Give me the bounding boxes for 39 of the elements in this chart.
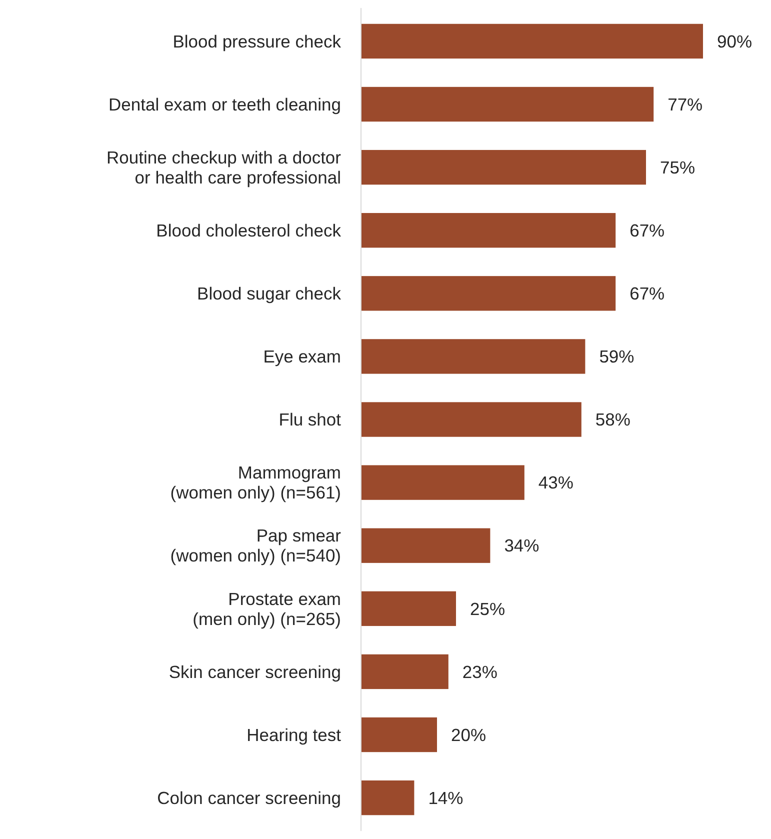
bar <box>361 276 616 311</box>
data-label: 77% <box>668 94 703 114</box>
bar <box>361 591 456 626</box>
y-tick-label: Blood cholesterol check <box>156 220 342 240</box>
bar <box>361 465 524 500</box>
data-label: 23% <box>462 662 498 682</box>
bar <box>361 213 616 248</box>
bar <box>361 654 448 690</box>
bar <box>361 24 703 59</box>
data-label: 34% <box>504 536 540 556</box>
data-label: 75% <box>660 157 696 178</box>
bar <box>361 150 646 185</box>
bar <box>361 339 586 374</box>
data-label: 67% <box>630 284 665 304</box>
bar <box>361 528 490 563</box>
data-label: 58% <box>595 410 630 430</box>
y-tick-label: Flu shot <box>278 410 342 430</box>
data-label: 43% <box>538 472 574 493</box>
data-label: 14% <box>428 788 464 808</box>
y-tick-label: Dental exam or teeth cleaning <box>108 94 341 114</box>
y-tick-label: Pap smear (women only) (n=540) <box>170 526 342 566</box>
data-label: 90% <box>717 31 752 52</box>
y-tick-label: Blood pressure check <box>172 31 342 52</box>
bar <box>361 86 654 122</box>
bar <box>361 780 414 816</box>
y-tick-label: Colon cancer screening <box>157 788 341 808</box>
y-tick-label: Skin cancer screening <box>168 662 341 682</box>
data-label: 67% <box>630 220 665 240</box>
y-tick-label: Mammogram (women only) (n=561) <box>170 462 341 503</box>
data-label: 25% <box>470 598 506 619</box>
data-label: 59% <box>599 346 634 367</box>
y-tick-label: Blood sugar check <box>197 284 342 304</box>
y-tick-label: Hearing test <box>246 724 342 745</box>
y-tick-label: Prostate exam (men only) (n=265) <box>192 588 341 629</box>
data-label: 20% <box>451 724 486 745</box>
y-tick-label: Routine checkup with a doctor or health care professional <box>106 147 342 188</box>
bar <box>361 402 582 437</box>
bar <box>361 717 437 752</box>
y-tick-label: Eye exam <box>263 346 341 367</box>
